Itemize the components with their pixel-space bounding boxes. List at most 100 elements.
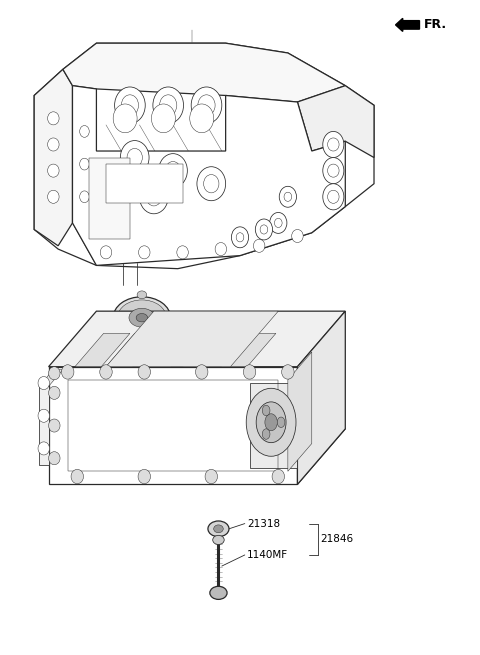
Text: 21846: 21846 — [320, 534, 353, 544]
Ellipse shape — [236, 233, 244, 242]
Polygon shape — [34, 69, 72, 246]
Ellipse shape — [38, 442, 49, 455]
Ellipse shape — [323, 158, 344, 183]
Polygon shape — [34, 43, 374, 269]
Ellipse shape — [71, 470, 84, 483]
Ellipse shape — [275, 218, 282, 227]
Ellipse shape — [48, 164, 59, 177]
Ellipse shape — [323, 183, 344, 210]
Ellipse shape — [48, 190, 59, 203]
Ellipse shape — [231, 227, 249, 248]
Ellipse shape — [113, 104, 137, 133]
Ellipse shape — [256, 402, 286, 443]
Ellipse shape — [327, 164, 339, 177]
Polygon shape — [48, 367, 298, 484]
Ellipse shape — [195, 365, 208, 379]
Ellipse shape — [118, 300, 166, 335]
Polygon shape — [144, 333, 199, 367]
Ellipse shape — [38, 409, 49, 422]
Ellipse shape — [158, 154, 187, 187]
Ellipse shape — [159, 95, 177, 116]
Ellipse shape — [165, 162, 180, 179]
Polygon shape — [106, 333, 161, 367]
Ellipse shape — [100, 246, 112, 259]
Ellipse shape — [327, 190, 339, 203]
Ellipse shape — [177, 246, 188, 259]
Ellipse shape — [138, 365, 151, 379]
Ellipse shape — [246, 388, 296, 457]
Polygon shape — [250, 383, 298, 468]
Ellipse shape — [80, 191, 89, 202]
Ellipse shape — [38, 377, 49, 390]
Ellipse shape — [129, 309, 155, 327]
Ellipse shape — [327, 138, 339, 151]
Ellipse shape — [127, 149, 143, 167]
Polygon shape — [106, 164, 182, 203]
Ellipse shape — [140, 179, 168, 214]
Polygon shape — [106, 311, 278, 367]
Polygon shape — [288, 352, 312, 472]
Ellipse shape — [191, 87, 222, 124]
Ellipse shape — [260, 225, 268, 234]
Ellipse shape — [152, 104, 175, 133]
Ellipse shape — [48, 419, 60, 432]
Ellipse shape — [282, 365, 294, 379]
Ellipse shape — [262, 429, 270, 440]
Ellipse shape — [279, 186, 297, 207]
Ellipse shape — [198, 95, 215, 116]
Ellipse shape — [277, 417, 285, 428]
Polygon shape — [48, 311, 345, 367]
Polygon shape — [39, 386, 48, 465]
Text: FR.: FR. — [424, 18, 447, 31]
Polygon shape — [63, 43, 345, 102]
Polygon shape — [72, 86, 345, 265]
Ellipse shape — [120, 141, 149, 174]
Polygon shape — [298, 86, 374, 158]
Ellipse shape — [197, 167, 226, 200]
Ellipse shape — [262, 405, 270, 416]
Ellipse shape — [292, 229, 303, 242]
Ellipse shape — [113, 297, 170, 339]
Ellipse shape — [121, 95, 139, 116]
Ellipse shape — [214, 525, 223, 533]
Ellipse shape — [136, 314, 148, 322]
Ellipse shape — [284, 192, 292, 201]
Ellipse shape — [115, 87, 145, 124]
Polygon shape — [39, 369, 63, 386]
Ellipse shape — [80, 159, 89, 170]
Ellipse shape — [48, 452, 60, 465]
Ellipse shape — [215, 242, 227, 255]
Text: 23300: 23300 — [312, 417, 345, 427]
Ellipse shape — [113, 347, 170, 389]
Ellipse shape — [270, 212, 287, 233]
FancyArrow shape — [396, 18, 420, 31]
Ellipse shape — [272, 470, 285, 483]
Ellipse shape — [190, 104, 214, 133]
Ellipse shape — [48, 112, 59, 125]
Ellipse shape — [213, 535, 224, 544]
Text: 26300: 26300 — [233, 330, 266, 341]
Polygon shape — [182, 333, 238, 367]
Ellipse shape — [255, 219, 273, 240]
Ellipse shape — [61, 365, 74, 379]
Ellipse shape — [153, 87, 183, 124]
Ellipse shape — [48, 367, 60, 380]
Ellipse shape — [139, 246, 150, 259]
Polygon shape — [298, 311, 345, 484]
Ellipse shape — [208, 521, 229, 536]
Ellipse shape — [243, 365, 256, 379]
Text: 1140MF: 1140MF — [247, 550, 288, 560]
Ellipse shape — [253, 239, 265, 252]
Ellipse shape — [205, 470, 217, 483]
Ellipse shape — [265, 414, 277, 431]
Ellipse shape — [48, 386, 60, 400]
Ellipse shape — [146, 187, 161, 206]
Ellipse shape — [80, 126, 89, 138]
Ellipse shape — [137, 291, 147, 299]
Ellipse shape — [204, 174, 219, 193]
Text: 21318: 21318 — [247, 519, 280, 529]
Polygon shape — [75, 333, 130, 367]
Ellipse shape — [210, 586, 227, 599]
Ellipse shape — [138, 470, 151, 483]
Polygon shape — [89, 158, 130, 239]
